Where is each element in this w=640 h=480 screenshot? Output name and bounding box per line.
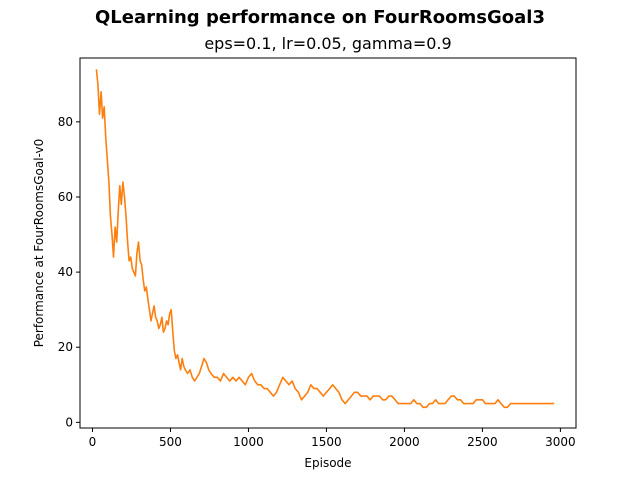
chart-title: QLearning performance on FourRoomsGoal3: [95, 7, 545, 28]
series-line-0: [95, 69, 555, 409]
x-tick-label: 2000: [389, 435, 420, 449]
x-tick-label: 2500: [467, 435, 498, 449]
y-tick-label: 60: [58, 190, 73, 204]
x-axis-ticks: 0 500 1000 1500 2000 2500 3000: [89, 428, 576, 449]
x-tick-label: 3000: [545, 435, 576, 449]
y-tick-label: 0: [65, 415, 73, 429]
x-tick-label: 500: [159, 435, 182, 449]
y-axis-label: Performance at FourRoomsGoal-v0: [32, 139, 46, 348]
chart-subtitle: eps=0.1, lr=0.05, gamma=0.9: [204, 34, 452, 53]
x-tick-label: 1000: [233, 435, 264, 449]
y-tick-label: 20: [58, 340, 73, 354]
y-tick-label: 40: [58, 265, 73, 279]
x-tick-label: 1500: [311, 435, 342, 449]
x-tick-label: 0: [89, 435, 97, 449]
y-axis-ticks: 0 20 40 60 80: [58, 115, 80, 429]
plot-frame: [79, 57, 577, 429]
y-tick-label: 80: [58, 115, 73, 129]
x-axis-label: Episode: [304, 456, 351, 470]
series-layer: [95, 69, 555, 409]
